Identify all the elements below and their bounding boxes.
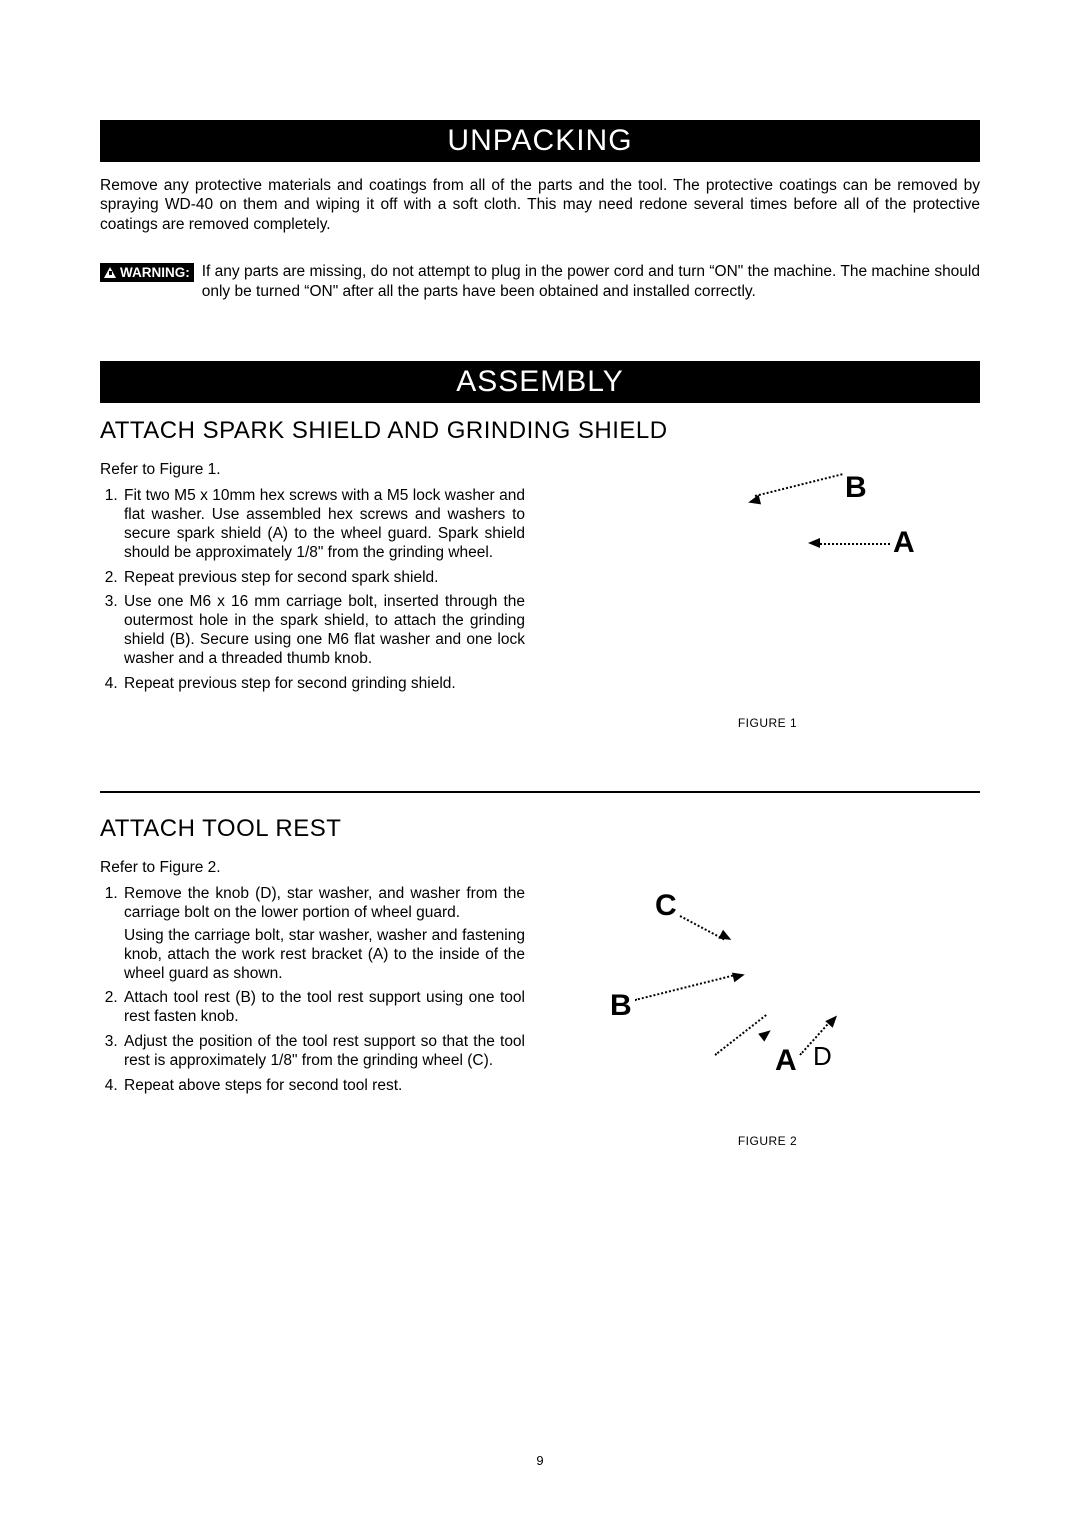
figure2-caption: FIGURE 2: [555, 1134, 980, 1148]
callout-b2-leader: [635, 974, 737, 1001]
warning-label: WARNING:: [120, 265, 190, 280]
callout-a2: A: [775, 1044, 797, 1078]
callout-c: C: [655, 889, 677, 923]
section2-text-column: Refer to Figure 2. Remove the knob (D), …: [100, 859, 525, 1159]
arrowhead-icon: [718, 930, 733, 944]
arrowhead-icon: [747, 495, 761, 508]
section2-refer: Refer to Figure 2.: [100, 859, 525, 877]
list-item: Repeat above steps for second tool rest.: [122, 1077, 525, 1096]
step1-text: Remove the knob (D), star washer, and wa…: [124, 885, 525, 921]
section1-refer: Refer to Figure 1.: [100, 461, 525, 479]
warning-text: If any parts are missing, do not attempt…: [202, 262, 980, 301]
figure1-caption: FIGURE 1: [555, 716, 980, 730]
unpacking-heading: UNPACKING: [100, 120, 980, 162]
section2-columns: Refer to Figure 2. Remove the knob (D), …: [100, 859, 980, 1159]
callout-b: B: [845, 471, 867, 505]
section2-steps: Remove the knob (D), star washer, and wa…: [100, 885, 525, 1096]
list-item: Adjust the position of the tool rest sup…: [122, 1033, 525, 1071]
callout-c-leader: [680, 915, 725, 940]
section1-title: ATTACH SPARK SHIELD AND GRINDING SHIELD: [100, 417, 980, 445]
section1-text-column: Refer to Figure 1. Fit two M5 x 10mm hex…: [100, 461, 525, 721]
list-item: Repeat previous step for second grinding…: [122, 675, 525, 694]
section-divider: [100, 791, 980, 793]
section1-columns: Refer to Figure 1. Fit two M5 x 10mm hex…: [100, 461, 980, 721]
warning-block: WARNING: If any parts are missing, do no…: [100, 262, 980, 301]
step1-sub: Using the carriage bolt, star washer, wa…: [124, 927, 525, 984]
unpacking-body: Remove any protective materials and coat…: [100, 176, 980, 234]
list-item: Attach tool rest (B) to the tool rest su…: [122, 989, 525, 1027]
callout-b2: B: [610, 989, 632, 1023]
list-item: Fit two M5 x 10mm hex screws with a M5 l…: [122, 487, 525, 563]
callout-b-leader: [755, 473, 843, 497]
callout-a: A: [893, 526, 915, 560]
warning-icon: [104, 267, 116, 278]
assembly-heading: ASSEMBLY: [100, 361, 980, 403]
figure1-region: B A FIGURE 1: [555, 461, 980, 721]
list-item: Use one M6 x 16 mm carriage bolt, insert…: [122, 593, 525, 669]
section2-title: ATTACH TOOL REST: [100, 815, 980, 843]
section1-steps: Fit two M5 x 10mm hex screws with a M5 l…: [100, 487, 525, 694]
arrowhead-icon: [758, 1026, 774, 1041]
list-item: Remove the knob (D), star washer, and wa…: [122, 885, 525, 984]
figure2-region: C B A D FIGURE 2: [555, 859, 980, 1159]
callout-d: D: [813, 1041, 832, 1072]
callout-a-leader: [815, 543, 890, 545]
warning-badge: WARNING:: [100, 263, 194, 282]
arrowhead-icon: [732, 970, 746, 983]
page-number: 9: [0, 1453, 1080, 1468]
list-item: Repeat previous step for second spark sh…: [122, 569, 525, 588]
arrowhead-icon: [808, 538, 820, 548]
